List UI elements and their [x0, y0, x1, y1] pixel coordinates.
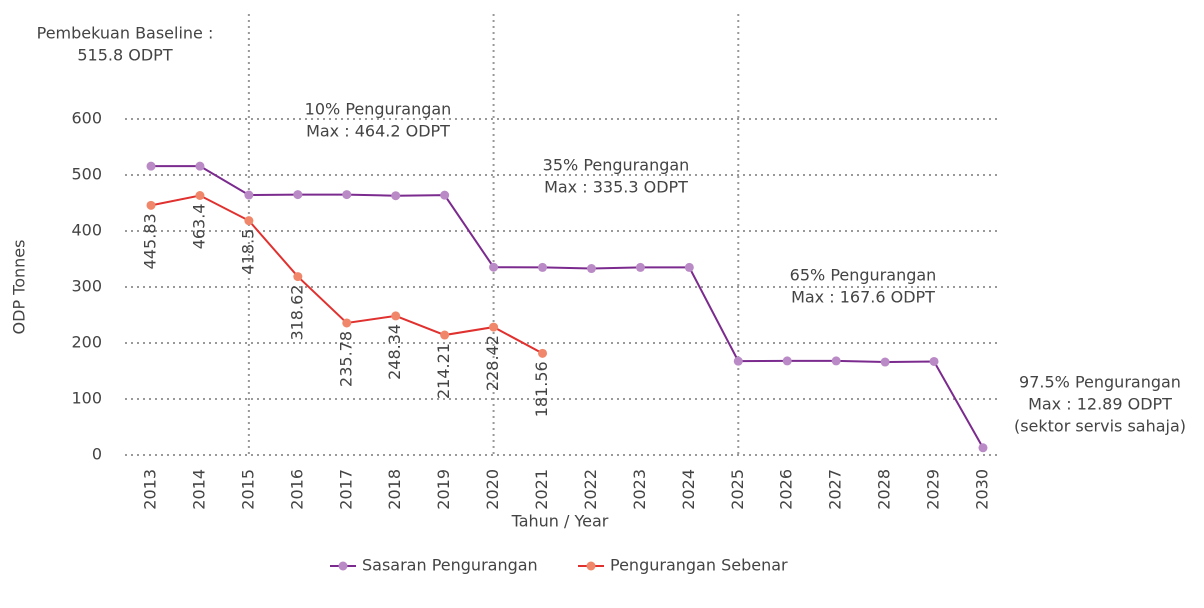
value-label: 463.4 [189, 203, 208, 249]
point [244, 190, 254, 200]
point [244, 216, 254, 226]
y-tick-label: 600 [71, 109, 102, 128]
annotation: Pembekuan Baseline : [37, 24, 214, 43]
point [538, 348, 548, 358]
annotation: Max : 464.2 ODPT [306, 122, 450, 141]
point [440, 330, 450, 340]
value-label: 445.83 [141, 213, 160, 269]
value-label: 248.34 [385, 324, 404, 380]
annotation: 65% Pengurangan [790, 266, 937, 285]
annotation: Max : 12.89 ODPT [1028, 395, 1172, 414]
point [342, 318, 352, 328]
point [293, 272, 303, 282]
x-tick-label: 2026 [777, 469, 796, 510]
y-tick-label: 400 [71, 221, 102, 240]
x-tick-label: 2020 [483, 469, 502, 510]
annotation: Max : 167.6 ODPT [791, 288, 935, 307]
x-tick-label: 2024 [679, 469, 698, 510]
point [489, 262, 499, 272]
legend-label: Sasaran Pengurangan [362, 556, 538, 575]
legend-marker [338, 561, 348, 571]
y-tick-label: 300 [71, 277, 102, 296]
annotation: 10% Pengurangan [305, 100, 452, 119]
point [146, 200, 156, 210]
point [635, 262, 645, 272]
x-tick-label: 2013 [141, 469, 160, 510]
legend-marker [586, 561, 596, 571]
x-tick-label: 2029 [924, 469, 943, 510]
point [733, 356, 743, 366]
x-tick-label: 2027 [826, 469, 845, 510]
value-label: 214.21 [434, 343, 453, 399]
x-tick-label: 2019 [434, 469, 453, 510]
point [782, 356, 792, 366]
x-tick-label: 2023 [630, 469, 649, 510]
x-tick-label: 2014 [189, 469, 208, 510]
annotation: 35% Pengurangan [543, 156, 690, 175]
x-tick-label: 2016 [287, 469, 306, 510]
annotation: 515.8 ODPT [77, 46, 172, 65]
point [293, 190, 303, 200]
value-label: 418.5 [238, 229, 257, 275]
series-line [151, 165, 984, 449]
point [978, 443, 988, 453]
y-tick-label: 0 [92, 445, 102, 464]
x-tick-label: 2017 [336, 469, 355, 510]
point [880, 357, 890, 367]
point [684, 262, 694, 272]
series-line [150, 194, 543, 355]
annotation: (sektor servis sahaja) [1014, 417, 1186, 436]
point [831, 356, 841, 366]
point [489, 322, 499, 332]
x-tick-label: 2030 [972, 469, 991, 510]
value-label: 235.78 [336, 331, 355, 387]
point [146, 161, 156, 171]
x-tick-label: 2021 [532, 469, 551, 510]
point [342, 190, 352, 200]
x-tick-label: 2025 [728, 469, 747, 510]
value-label: 318.62 [287, 285, 306, 341]
y-tick-label: 100 [71, 389, 102, 408]
annotation: 97.5% Pengurangan [1019, 373, 1181, 392]
legend-label: Pengurangan Sebenar [610, 556, 788, 575]
x-tick-label: 2015 [238, 469, 257, 510]
point [929, 356, 939, 366]
y-tick-label: 200 [71, 333, 102, 352]
y-tick-label: 500 [71, 165, 102, 184]
x-axis-title: Tahun / Year [511, 512, 609, 531]
point [538, 262, 548, 272]
x-tick-label: 2028 [875, 469, 894, 510]
point [195, 190, 205, 200]
x-tick-label: 2018 [385, 469, 404, 510]
point [195, 161, 205, 171]
point [391, 311, 401, 321]
point [586, 264, 596, 274]
point [391, 191, 401, 201]
value-label: 228.42 [483, 335, 502, 391]
annotation: Max : 335.3 ODPT [544, 178, 688, 197]
x-tick-label: 2022 [581, 469, 600, 510]
value-label: 181.56 [532, 361, 551, 417]
point [440, 190, 450, 200]
y-axis-title: ODP Tonnes [10, 240, 29, 335]
